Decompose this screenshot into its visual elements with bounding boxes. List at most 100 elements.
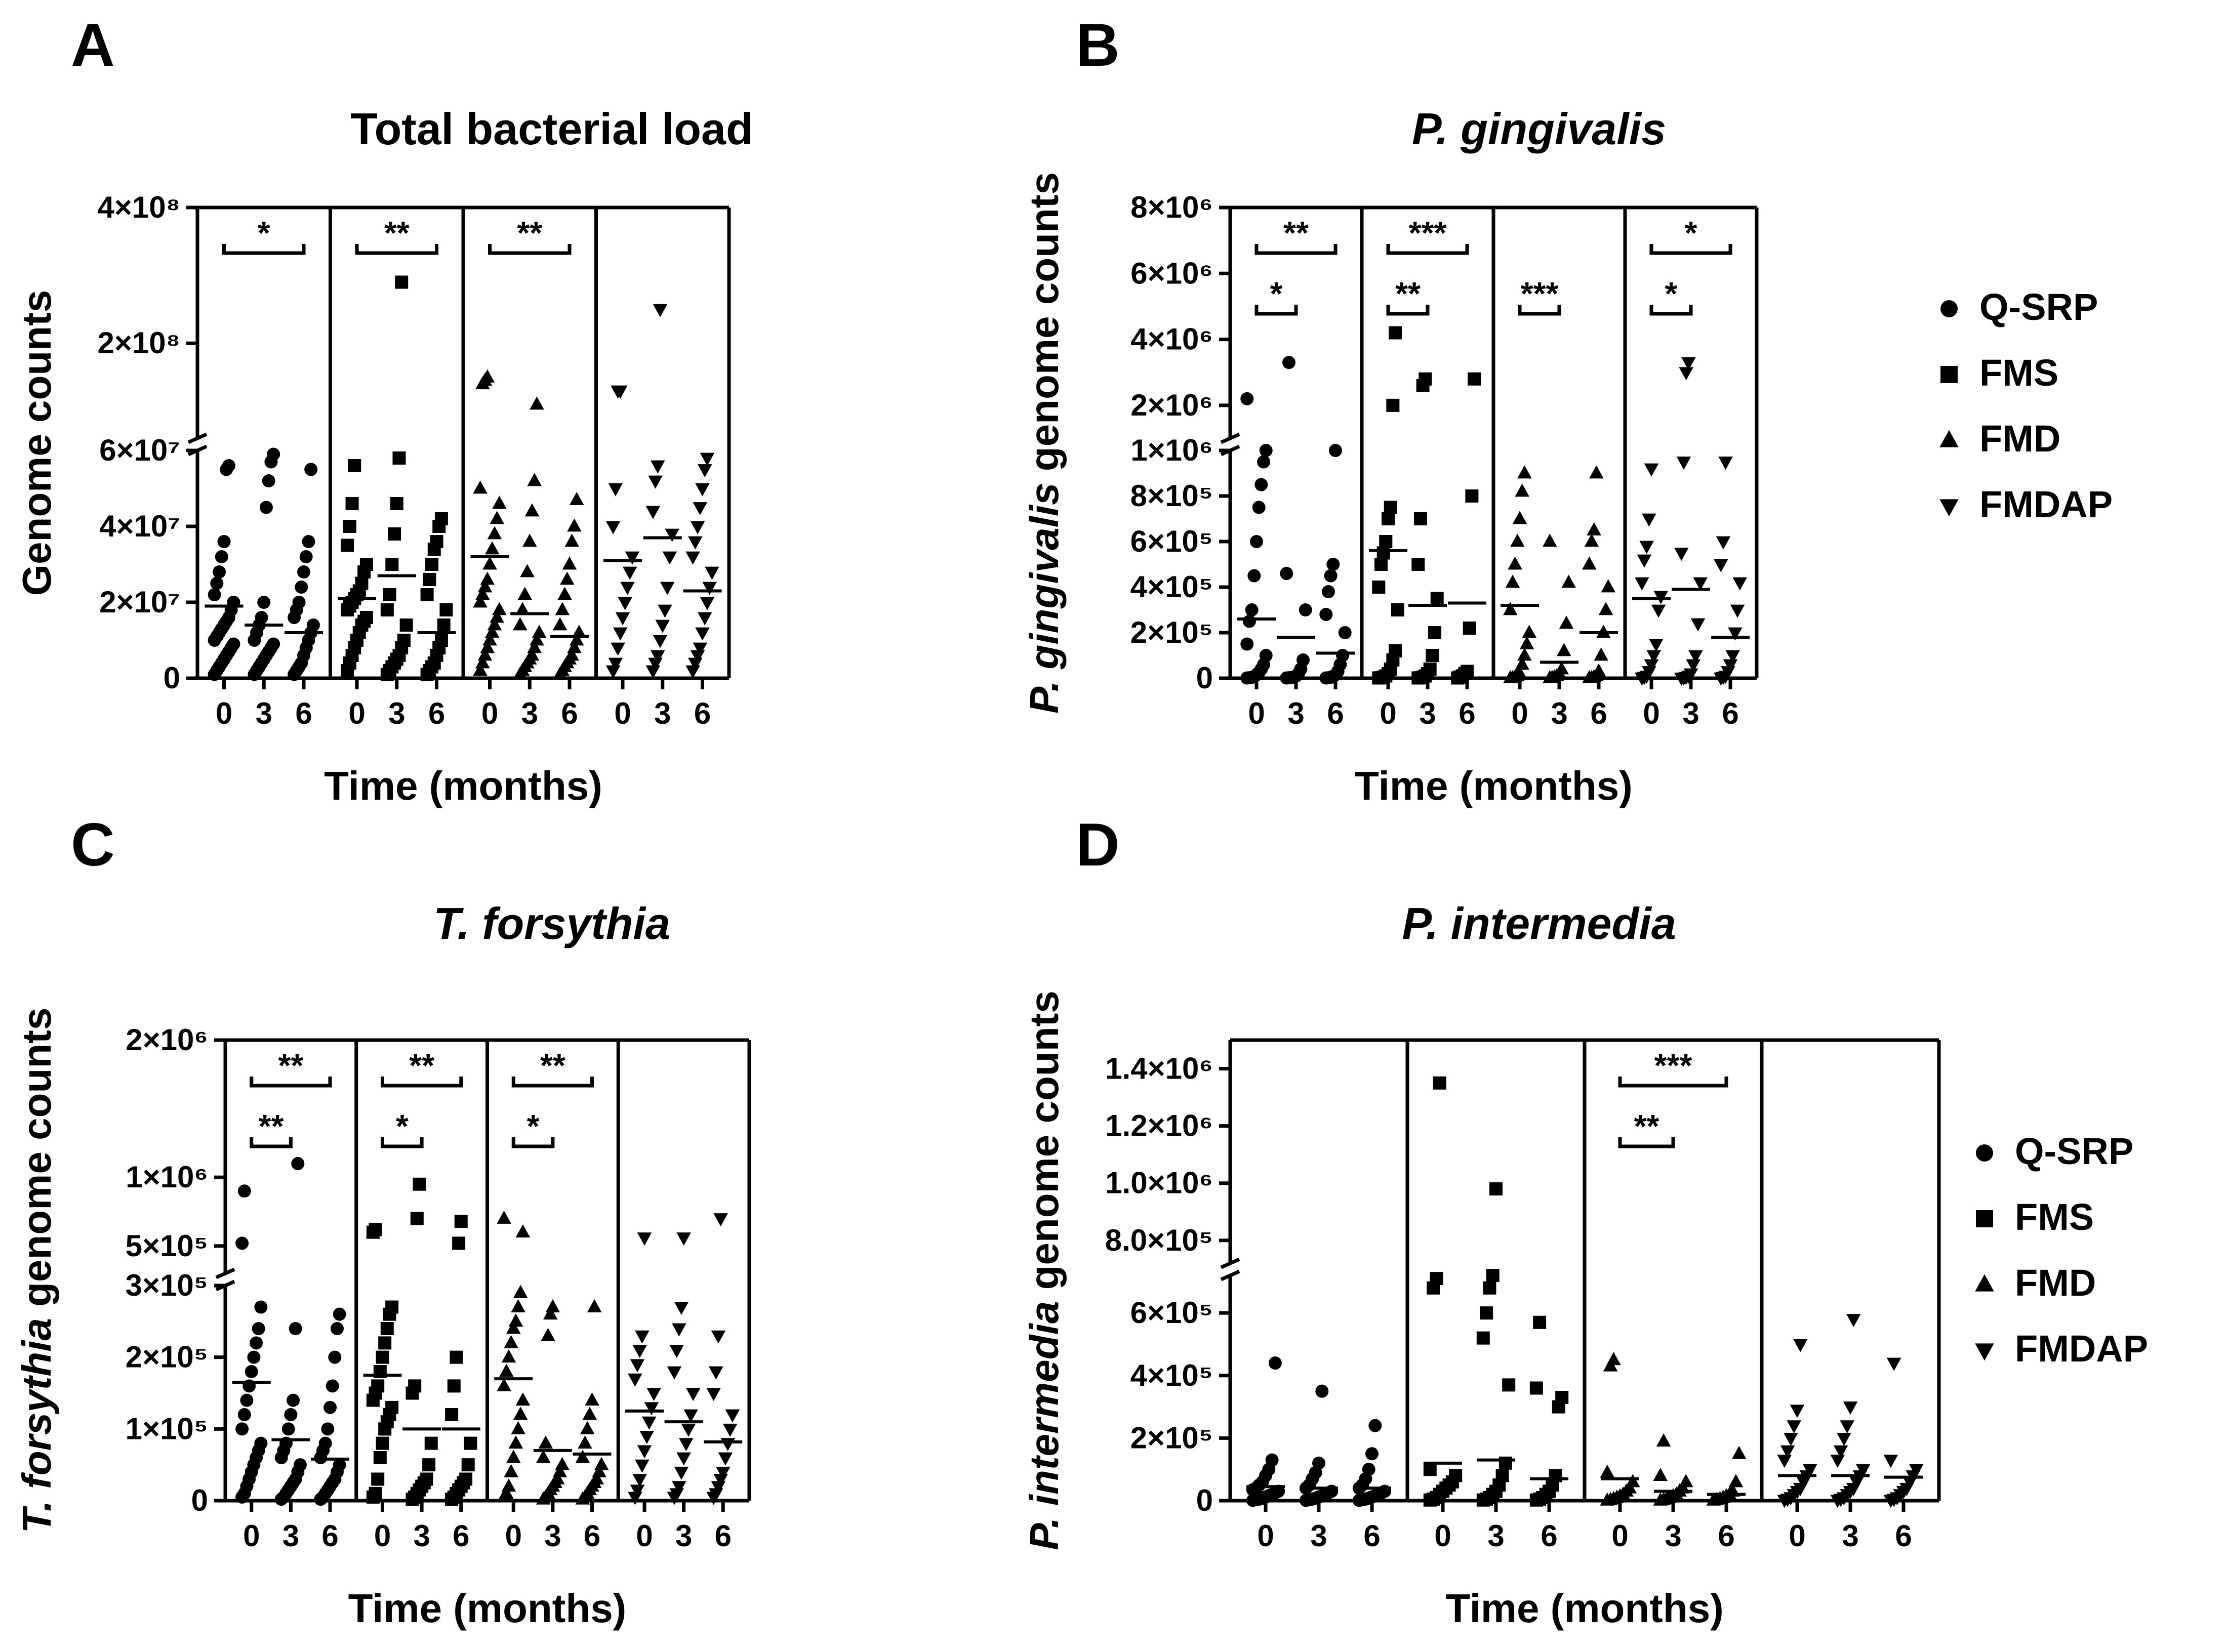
data-point — [1319, 608, 1333, 621]
data-point — [490, 609, 504, 623]
significance-label: * — [1685, 215, 1697, 251]
panel-letter: A — [71, 11, 115, 79]
x-tick-label: 0 — [243, 1519, 260, 1553]
data-point — [662, 551, 677, 565]
x-tick-label: 3 — [675, 1519, 692, 1553]
data-point — [304, 463, 318, 476]
group-fms: 0 3 6 *** — [354, 1040, 480, 1553]
data-point — [1883, 1455, 1898, 1468]
data-point — [572, 625, 587, 638]
data-point — [210, 576, 224, 590]
x-tick-label: 6 — [1718, 1519, 1734, 1553]
data-point — [1855, 1464, 1871, 1477]
data-point — [1728, 1474, 1744, 1488]
data-point — [653, 635, 668, 648]
data-point — [515, 1392, 531, 1406]
data-point — [1423, 663, 1437, 676]
group-q-srp: 0 3 6 * — [205, 215, 323, 730]
significance-bracket — [381, 1077, 463, 1088]
data-point — [1495, 1469, 1509, 1482]
legend-marker — [1975, 1274, 1994, 1292]
group-q-srp: 0 3 6 — [1246, 1356, 1392, 1553]
data-point — [1517, 465, 1532, 479]
data-point — [555, 602, 570, 615]
group-fms: 0 3 6 ** — [329, 208, 456, 730]
data-point — [1257, 455, 1271, 469]
x-tick-label: 0 — [348, 696, 365, 730]
panel-letter: C — [71, 811, 115, 879]
x-tick-label: 0 — [636, 1519, 653, 1553]
x-tick-label: 6 — [561, 696, 578, 730]
data-point — [1240, 637, 1254, 651]
data-point — [1480, 1306, 1493, 1320]
data-point — [1833, 1445, 1848, 1459]
data-point — [1512, 666, 1527, 679]
data-point — [1517, 647, 1532, 661]
data-point — [1587, 522, 1601, 535]
data-point — [399, 618, 413, 632]
data-point — [1240, 392, 1254, 405]
data-point — [1690, 618, 1706, 632]
data-point — [628, 1373, 642, 1387]
legend-marker — [1940, 366, 1958, 383]
data-point — [697, 464, 712, 478]
data-point — [1259, 649, 1273, 662]
data-point — [611, 642, 625, 656]
data-point — [294, 1458, 307, 1472]
data-point — [618, 597, 633, 610]
axis-break-mark — [1220, 1269, 1240, 1282]
data-point — [639, 1431, 654, 1444]
data-point — [1790, 1405, 1805, 1418]
y-axis-title: P. gingivalis genome counts — [1022, 172, 1067, 714]
data-point — [376, 1436, 389, 1450]
legend-marker — [1940, 300, 1958, 317]
data-point — [693, 502, 708, 516]
data-point — [1463, 622, 1476, 635]
data-point — [473, 480, 488, 494]
data-point — [720, 1438, 735, 1452]
significance-label: ** — [259, 1108, 284, 1144]
data-point — [653, 304, 668, 317]
x-tick-label: 6 — [694, 696, 711, 730]
data-point — [422, 1458, 436, 1472]
data-point — [383, 588, 396, 601]
significance-bracket — [1649, 305, 1693, 316]
data-point — [645, 506, 661, 519]
data-point — [648, 475, 663, 489]
group-fmdap: 0 3 6 ** — [1623, 208, 1750, 730]
data-point — [1909, 1464, 1924, 1477]
y-tick-label: 6×10⁶ — [1130, 256, 1213, 290]
significance-bracket — [222, 244, 306, 255]
significance-bracket — [381, 1137, 424, 1148]
x-tick-label: 3 — [1419, 696, 1436, 730]
data-point — [257, 596, 271, 609]
y-axis-title: T. forsythia genome counts — [14, 1008, 59, 1534]
data-point — [613, 627, 628, 641]
data-point — [697, 612, 712, 626]
data-point — [1252, 501, 1266, 514]
data-point — [461, 1458, 475, 1472]
data-point — [343, 520, 356, 533]
data-point — [1389, 326, 1402, 340]
data-point — [1634, 577, 1649, 591]
data-point — [1561, 574, 1576, 588]
data-point — [1777, 1455, 1792, 1468]
x-tick-label: 0 — [1248, 696, 1265, 730]
legend-label: FMD — [2015, 1262, 2096, 1304]
data-point — [705, 566, 719, 580]
y-tick-label: 1×10⁶ — [1130, 433, 1213, 467]
data-point — [1886, 1357, 1901, 1371]
x-tick-label: 6 — [295, 696, 312, 730]
data-point — [378, 1336, 392, 1350]
data-point — [527, 640, 542, 653]
data-point — [289, 1322, 302, 1335]
data-point — [420, 588, 434, 601]
x-tick-label: 3 — [388, 696, 405, 730]
data-point — [693, 642, 708, 656]
data-point — [499, 1364, 514, 1377]
data-point — [508, 1435, 523, 1449]
data-point — [369, 1223, 382, 1236]
group-fmd: 0 3 6***** — [1583, 1040, 1747, 1553]
panel-title: P. intermedia — [1402, 898, 1676, 948]
